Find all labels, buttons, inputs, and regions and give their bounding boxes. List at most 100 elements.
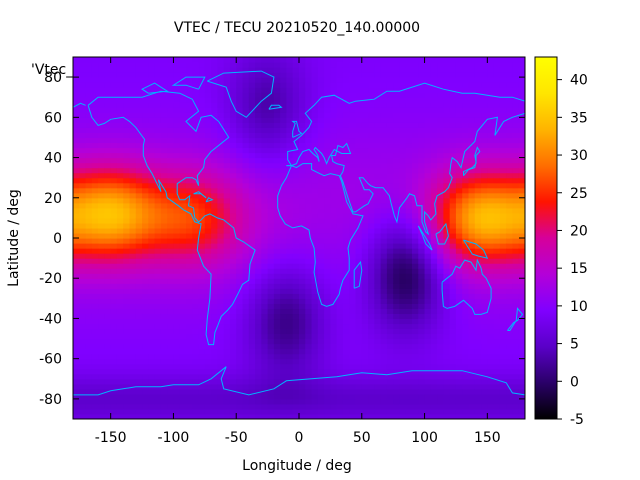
heatmap-cell bbox=[148, 278, 156, 284]
heatmap-cell bbox=[386, 368, 394, 375]
heatmap-cell bbox=[173, 112, 181, 118]
heatmap-cell bbox=[211, 358, 218, 365]
heatmap-cell bbox=[487, 268, 495, 274]
heatmap-cell bbox=[481, 303, 488, 309]
heatmap-cell bbox=[368, 393, 375, 400]
heatmap-cell bbox=[154, 212, 162, 219]
heatmap-cell bbox=[405, 147, 413, 154]
heatmap-cell bbox=[160, 303, 168, 309]
heatmap-cell bbox=[380, 358, 388, 365]
heatmap-cell bbox=[487, 353, 495, 360]
heatmap-cell bbox=[223, 102, 231, 108]
heatmap-cell bbox=[142, 132, 149, 139]
heatmap-cell bbox=[248, 338, 256, 345]
heatmap-cell bbox=[110, 167, 118, 174]
heatmap-cell bbox=[154, 67, 162, 73]
heatmap-cell bbox=[292, 172, 300, 179]
heatmap-cell bbox=[280, 227, 288, 234]
heatmap-cell bbox=[167, 187, 175, 194]
heatmap-cell bbox=[255, 217, 262, 224]
heatmap-cell bbox=[468, 87, 476, 93]
heatmap-cell bbox=[399, 358, 407, 365]
heatmap-cell bbox=[160, 318, 168, 325]
heatmap-cell bbox=[292, 97, 300, 103]
heatmap-cell bbox=[499, 232, 507, 239]
heatmap-cell bbox=[430, 288, 438, 294]
heatmap-cell bbox=[173, 308, 181, 315]
heatmap-cell bbox=[217, 152, 225, 159]
heatmap-cell bbox=[336, 92, 344, 98]
heatmap-cell bbox=[273, 112, 281, 118]
heatmap-cell bbox=[449, 107, 457, 113]
heatmap-cell bbox=[336, 182, 344, 189]
heatmap-cell bbox=[499, 147, 507, 154]
heatmap-cell bbox=[455, 263, 463, 269]
heatmap-cell bbox=[342, 117, 350, 123]
heatmap-cell bbox=[204, 393, 212, 400]
heatmap-cell bbox=[116, 167, 124, 174]
heatmap-cell bbox=[91, 77, 99, 83]
heatmap-cell bbox=[73, 313, 80, 320]
heatmap-cell bbox=[85, 328, 93, 335]
heatmap-cell bbox=[198, 152, 206, 159]
heatmap-cell bbox=[280, 403, 288, 410]
heatmap-cell bbox=[418, 112, 426, 118]
heatmap-cell bbox=[355, 303, 363, 309]
heatmap-cell bbox=[167, 398, 175, 405]
heatmap-cell bbox=[393, 378, 401, 385]
heatmap-cell bbox=[142, 293, 149, 299]
heatmap-cell bbox=[223, 97, 231, 103]
heatmap-cell bbox=[267, 197, 275, 204]
heatmap-cell bbox=[430, 112, 438, 118]
heatmap-cell bbox=[236, 207, 244, 214]
heatmap-cell bbox=[110, 192, 118, 199]
heatmap-cell bbox=[85, 192, 93, 199]
heatmap-cell bbox=[261, 202, 269, 209]
heatmap-cell bbox=[430, 413, 438, 419]
heatmap-cell bbox=[418, 328, 426, 335]
heatmap-cell bbox=[148, 353, 156, 360]
heatmap-cell bbox=[148, 348, 156, 355]
heatmap-cell bbox=[292, 408, 300, 415]
heatmap-cell bbox=[368, 212, 375, 219]
heatmap-cell bbox=[449, 207, 457, 214]
heatmap-cell bbox=[255, 388, 262, 395]
heatmap-cell bbox=[368, 232, 375, 239]
heatmap-cell bbox=[198, 403, 206, 410]
heatmap-cell bbox=[85, 77, 93, 83]
heatmap-cell bbox=[223, 152, 231, 159]
heatmap-cell bbox=[286, 142, 294, 149]
heatmap-cell bbox=[342, 62, 350, 68]
heatmap-cell bbox=[280, 318, 288, 325]
heatmap-cell bbox=[198, 328, 206, 335]
heatmap-cell bbox=[242, 393, 250, 400]
heatmap-cell bbox=[135, 278, 143, 284]
heatmap-cell bbox=[248, 102, 256, 108]
heatmap-cell bbox=[91, 197, 99, 204]
heatmap-cell bbox=[330, 87, 338, 93]
heatmap-cell bbox=[167, 127, 175, 134]
heatmap-cell bbox=[123, 87, 131, 93]
heatmap-cell bbox=[424, 222, 432, 229]
heatmap-cell bbox=[386, 132, 394, 139]
heatmap-cell bbox=[468, 288, 476, 294]
heatmap-cell bbox=[355, 92, 363, 98]
heatmap-cell bbox=[324, 117, 331, 123]
heatmap-cell bbox=[204, 182, 212, 189]
heatmap-cell bbox=[336, 313, 344, 320]
heatmap-cell bbox=[311, 383, 319, 390]
heatmap-cell bbox=[455, 112, 463, 118]
heatmap-cell bbox=[342, 212, 350, 219]
heatmap-cell bbox=[355, 82, 363, 88]
heatmap-cell bbox=[98, 202, 105, 209]
heatmap-cell bbox=[481, 147, 488, 154]
heatmap-cell bbox=[386, 323, 394, 330]
heatmap-cell bbox=[499, 248, 507, 254]
heatmap-cell bbox=[79, 212, 87, 219]
heatmap-cell bbox=[468, 157, 476, 164]
heatmap-cell bbox=[386, 288, 394, 294]
heatmap-cell bbox=[455, 358, 463, 365]
heatmap-cell bbox=[405, 278, 413, 284]
heatmap-cell bbox=[481, 378, 488, 385]
heatmap-cell bbox=[342, 278, 350, 284]
